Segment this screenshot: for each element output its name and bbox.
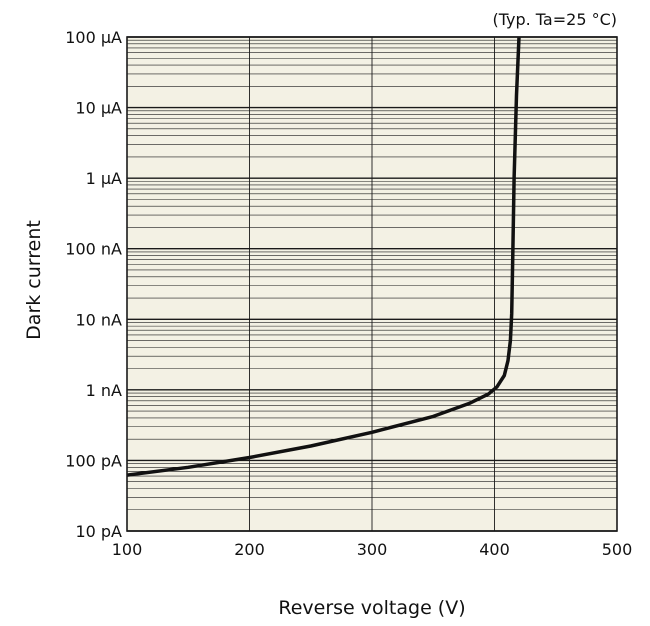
x-tick-label: 200 [234, 540, 265, 559]
dark-current-curve [126, 36, 521, 477]
y-tick-label: 100 μA [65, 28, 122, 47]
y-axis-title: Dark current [23, 220, 45, 340]
condition-annotation: (Typ. Ta=25 °C) [492, 10, 617, 29]
y-tick-label: 1 μA [86, 169, 122, 188]
x-axis-title: Reverse voltage (V) [278, 597, 465, 619]
x-axis-tick-labels: 100 200 300 400 500 [112, 540, 633, 559]
y-axis-tick-labels: 10 pA 100 pA 1 nA 10 nA 100 nA 1 μA 10 μA 100 μ… [65, 28, 122, 541]
y-tick-label: 10 nA [75, 310, 122, 329]
y-tick-label: 10 μA [75, 99, 122, 118]
x-tick-label: 300 [357, 540, 388, 559]
x-tick-label: 400 [479, 540, 510, 559]
plot-frame [126, 36, 618, 532]
y-tick-label: 100 pA [65, 451, 122, 470]
y-tick-label: 100 nA [65, 240, 122, 259]
y-tick-label: 10 pA [75, 522, 122, 541]
x-tick-label: 100 [112, 540, 143, 559]
y-tick-label: 1 nA [86, 381, 122, 400]
x-tick-label: 500 [602, 540, 633, 559]
